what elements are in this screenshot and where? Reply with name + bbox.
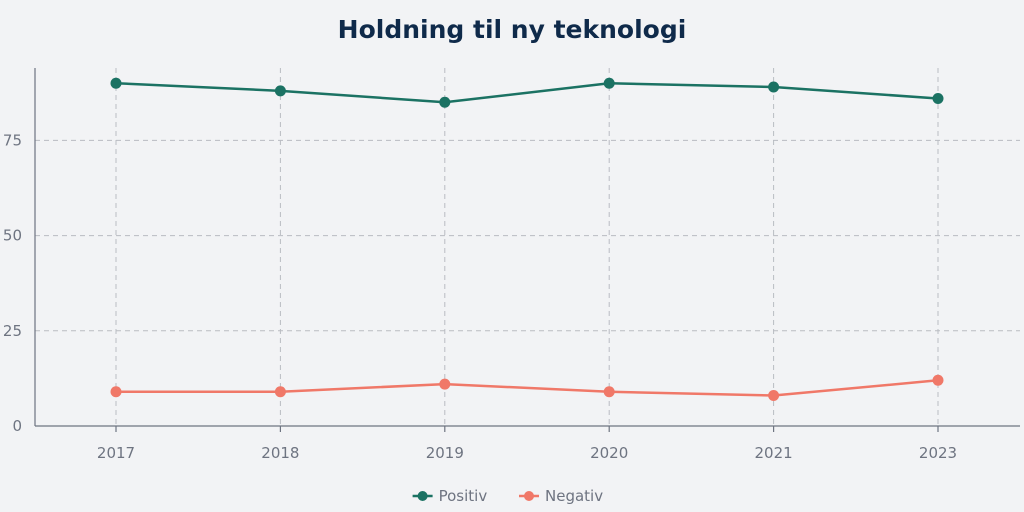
data-point-negativ [603,386,615,398]
legend-label: Negativ [545,487,603,505]
series-lines [110,77,944,402]
data-point-positiv [274,85,286,97]
chart-title: Holdning til ny teknologi [338,15,687,44]
x-tick-label: 2017 [97,444,135,462]
legend-item-positiv: Positiv [412,487,488,505]
series-negativ [110,374,944,402]
data-point-positiv [603,77,615,89]
legend-label: Positiv [439,487,488,505]
data-point-negativ [439,378,451,390]
legend-marker [524,491,534,501]
y-tick-label: 50 [3,227,22,245]
series-positiv [110,77,944,108]
x-tick-label: 2020 [590,444,628,462]
series-line-negativ [116,379,939,397]
x-tick-label: 2018 [261,444,299,462]
legend-marker [417,491,428,501]
axes: 0 25 50 75 2017 2018 2019 2020 2021 2023 [3,68,1020,462]
x-tick-label: 2021 [755,444,793,462]
data-point-positiv [110,77,122,89]
y-tick-label: 25 [3,322,22,340]
data-point-negativ [932,374,944,386]
data-point-negativ [110,386,122,398]
y-tick-label: 75 [3,131,22,149]
legend: Positiv Negativ [412,487,603,505]
data-point-negativ [768,390,780,402]
data-point-positiv [439,96,451,108]
data-point-positiv [768,81,780,93]
y-tick-label: 0 [12,417,22,435]
x-tick-label: 2019 [426,444,464,462]
legend-item-negativ: Negativ [519,487,603,505]
gridlines [35,68,1020,426]
data-point-positiv [932,92,944,104]
x-tick-label: 2023 [919,444,957,462]
series-line-positiv [115,81,939,104]
data-point-negativ [274,386,286,398]
